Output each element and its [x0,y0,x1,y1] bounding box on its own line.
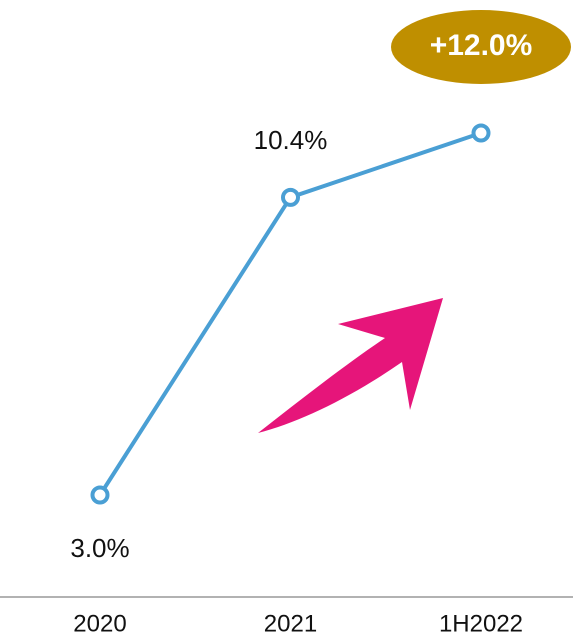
x-tick-label: 2020 [73,610,126,637]
marker [471,123,491,143]
marker [281,187,300,207]
trend-arrow [258,298,443,433]
x-tick-label: 1H2022 [439,610,523,637]
x-tick-label: 2021 [264,610,317,637]
highlight-badge [391,10,571,84]
data-label: 3.0% [70,533,129,563]
data-label: +12.0% [430,29,533,62]
marker [90,485,110,505]
data-label: 10.4% [254,125,328,155]
